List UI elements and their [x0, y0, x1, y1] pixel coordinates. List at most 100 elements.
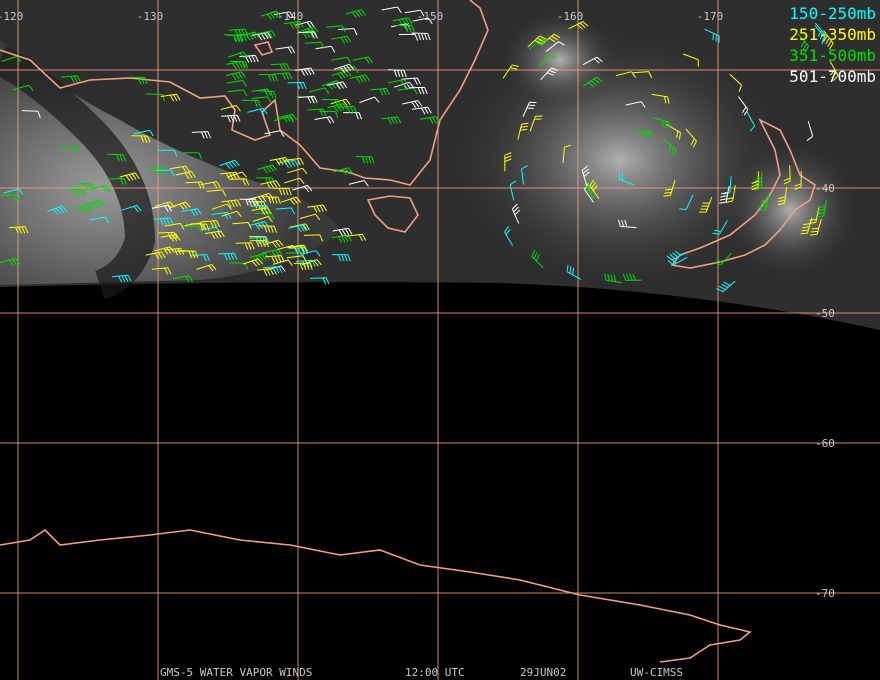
wind-barb	[269, 157, 290, 166]
wind-barb	[272, 187, 292, 196]
wind-barb	[229, 178, 250, 186]
wind-barb	[794, 170, 802, 190]
wind-barb	[284, 177, 305, 185]
wind-barb	[112, 274, 132, 283]
wind-barb	[158, 149, 178, 157]
wind-barb	[777, 187, 788, 206]
wind-barb	[589, 179, 600, 199]
footer: GMS-5 WATER VAPOR WINDS 12:00 UTC 29JUN02 U…	[160, 666, 683, 679]
wind-barb	[714, 252, 732, 266]
wind-barb	[527, 35, 547, 48]
wind-barb	[190, 254, 210, 262]
wind-barb	[270, 63, 291, 71]
wind-barb	[196, 264, 217, 272]
wind-barb	[0, 257, 21, 266]
wind-barb	[226, 171, 247, 178]
wind-barb	[182, 225, 202, 233]
wind-barb	[806, 120, 814, 142]
wind-barb	[634, 130, 655, 139]
wind-barb	[582, 56, 603, 66]
wind-barb	[211, 211, 232, 220]
legend-entry: 501-700mb	[789, 67, 876, 86]
wind-barb	[248, 236, 268, 244]
wind-barb	[585, 179, 596, 200]
wind-barb	[306, 108, 327, 116]
wind-barb	[349, 74, 370, 84]
wind-barb	[72, 205, 93, 214]
wind-barb	[663, 180, 676, 197]
coastline	[0, 0, 489, 186]
wind-barb	[704, 28, 720, 43]
wind-barb	[146, 93, 166, 102]
wind-barb	[504, 152, 512, 172]
wind-barb	[307, 204, 328, 213]
wind-barb	[153, 217, 174, 226]
wind-barb	[545, 41, 565, 52]
wind-barb	[685, 128, 697, 148]
lon-label: -150	[417, 10, 444, 23]
wind-barb	[652, 117, 670, 129]
wind-barb	[398, 33, 419, 41]
wind-barb	[235, 242, 255, 250]
wind-barb	[128, 76, 148, 85]
wind-barb	[322, 99, 341, 107]
wind-barb	[145, 251, 166, 260]
wind-barb	[232, 222, 252, 230]
coastline	[366, 195, 419, 233]
footer-text: 12:00 UTC	[405, 666, 465, 679]
wind-barb	[255, 30, 276, 39]
wind-barb	[67, 189, 87, 197]
wind-barb	[227, 89, 248, 97]
wind-barb	[121, 204, 142, 213]
wind-barb	[814, 22, 827, 42]
footer-text: 29JUN02	[520, 666, 566, 679]
wind-barb	[617, 219, 637, 228]
lat-label: -60	[815, 437, 835, 450]
wind-barb	[277, 244, 298, 252]
wind-barb	[0, 194, 20, 202]
wind-barb	[531, 249, 544, 269]
wind-barb	[746, 111, 756, 132]
wind-barb	[217, 252, 238, 261]
wind-barb	[303, 234, 324, 242]
wind-barb	[251, 88, 272, 96]
wind-barb	[181, 208, 202, 216]
wind-barb	[800, 217, 813, 235]
wind-barb	[321, 80, 342, 90]
wind-barb	[247, 107, 268, 116]
wind-barb	[651, 93, 670, 104]
wind-barb	[75, 183, 95, 191]
wind-barb	[541, 33, 561, 45]
wind-barb	[331, 70, 352, 80]
wind-barb	[666, 250, 687, 261]
wind-barb	[517, 122, 529, 140]
wind-barb	[164, 222, 185, 230]
wind-barb	[220, 105, 241, 112]
wind-barb	[395, 24, 415, 33]
wind-barb	[301, 259, 322, 267]
wind-barb	[296, 259, 316, 268]
wind-barb	[227, 51, 248, 59]
wind-barb	[133, 129, 154, 137]
cloud-swirl	[500, 10, 620, 110]
wind-barb	[107, 153, 126, 162]
wind-barb	[228, 28, 249, 37]
wind-barb	[191, 131, 212, 139]
wind-barb	[262, 266, 283, 274]
wind-barb	[632, 71, 653, 79]
lat-label: -50	[815, 307, 835, 320]
wind-barb	[829, 61, 839, 82]
wind-barb	[823, 30, 834, 50]
wind-barb	[288, 247, 308, 255]
wind-barb	[816, 199, 827, 218]
wind-barb	[625, 101, 646, 108]
wind-barb	[797, 33, 810, 53]
lon-label: -170	[697, 10, 724, 23]
wind-barb	[239, 54, 259, 63]
wind-barb	[206, 189, 227, 197]
wind-barb	[257, 90, 277, 99]
wind-barb	[392, 17, 413, 26]
wind-barb	[226, 60, 247, 70]
